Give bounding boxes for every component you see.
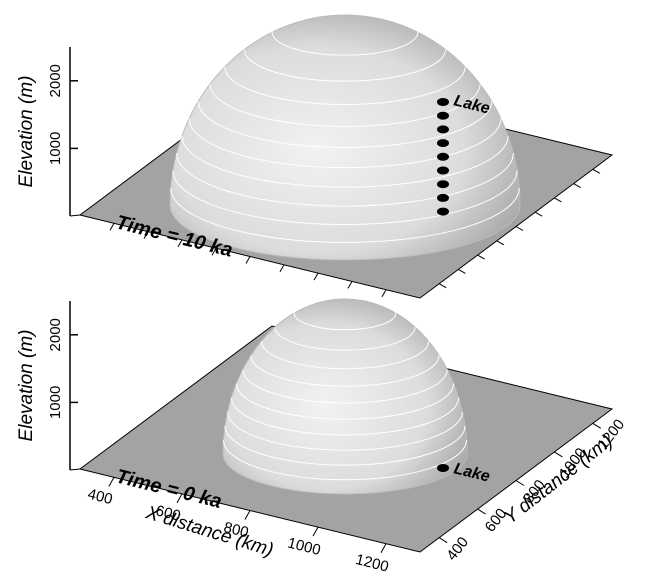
ice-dome — [170, 15, 520, 260]
lake-marker — [437, 464, 449, 472]
edge-tick — [246, 257, 250, 264]
z-axis-foot — [70, 215, 80, 216]
y-tick — [478, 509, 486, 514]
edge-tick — [110, 223, 114, 230]
lake-marker — [437, 98, 449, 106]
edge-tick — [314, 273, 318, 280]
z-tick-label: 2000 — [47, 64, 64, 97]
y-tick — [593, 423, 601, 428]
y-tick — [554, 452, 562, 457]
edge-tick — [535, 212, 542, 216]
x-tick-label: 1200 — [354, 551, 390, 576]
edge-tick — [382, 290, 386, 297]
edge-tick — [516, 227, 523, 231]
x-tick — [313, 527, 318, 536]
lake-marker — [437, 208, 449, 216]
z-tick-label: 1000 — [47, 386, 64, 419]
lake-marker — [437, 194, 449, 202]
y-tick — [516, 481, 524, 486]
x-tick-label: 400 — [86, 486, 114, 509]
edge-tick — [593, 169, 600, 173]
edge-tick — [280, 265, 284, 272]
edge-tick — [574, 184, 581, 188]
edge-tick — [497, 241, 504, 245]
figure: 10002000Elevation (m)Time = 10 kaLake100… — [0, 0, 652, 576]
edge-tick — [458, 269, 465, 273]
z-tick-label: 1000 — [47, 132, 64, 165]
y-tick-label: 400 — [443, 534, 472, 564]
z-axis-label: Elevation (m) — [16, 330, 37, 442]
lake-marker — [437, 180, 449, 188]
edge-tick — [439, 284, 446, 288]
x-tick-label: 1000 — [286, 534, 322, 559]
lake-marker — [437, 112, 449, 120]
x-tick — [381, 544, 386, 553]
y-tick — [439, 538, 447, 543]
z-axis-foot — [70, 469, 80, 470]
lake-marker — [437, 153, 449, 161]
edge-tick — [348, 281, 352, 288]
z-tick-label: 2000 — [47, 318, 64, 351]
lake-marker — [437, 139, 449, 147]
edge-tick — [478, 255, 485, 259]
edge-tick — [554, 198, 561, 202]
lake-marker — [437, 125, 449, 133]
lake-marker — [437, 167, 449, 175]
x-tick — [245, 511, 250, 520]
z-axis-label: Elevation (m) — [16, 76, 37, 188]
